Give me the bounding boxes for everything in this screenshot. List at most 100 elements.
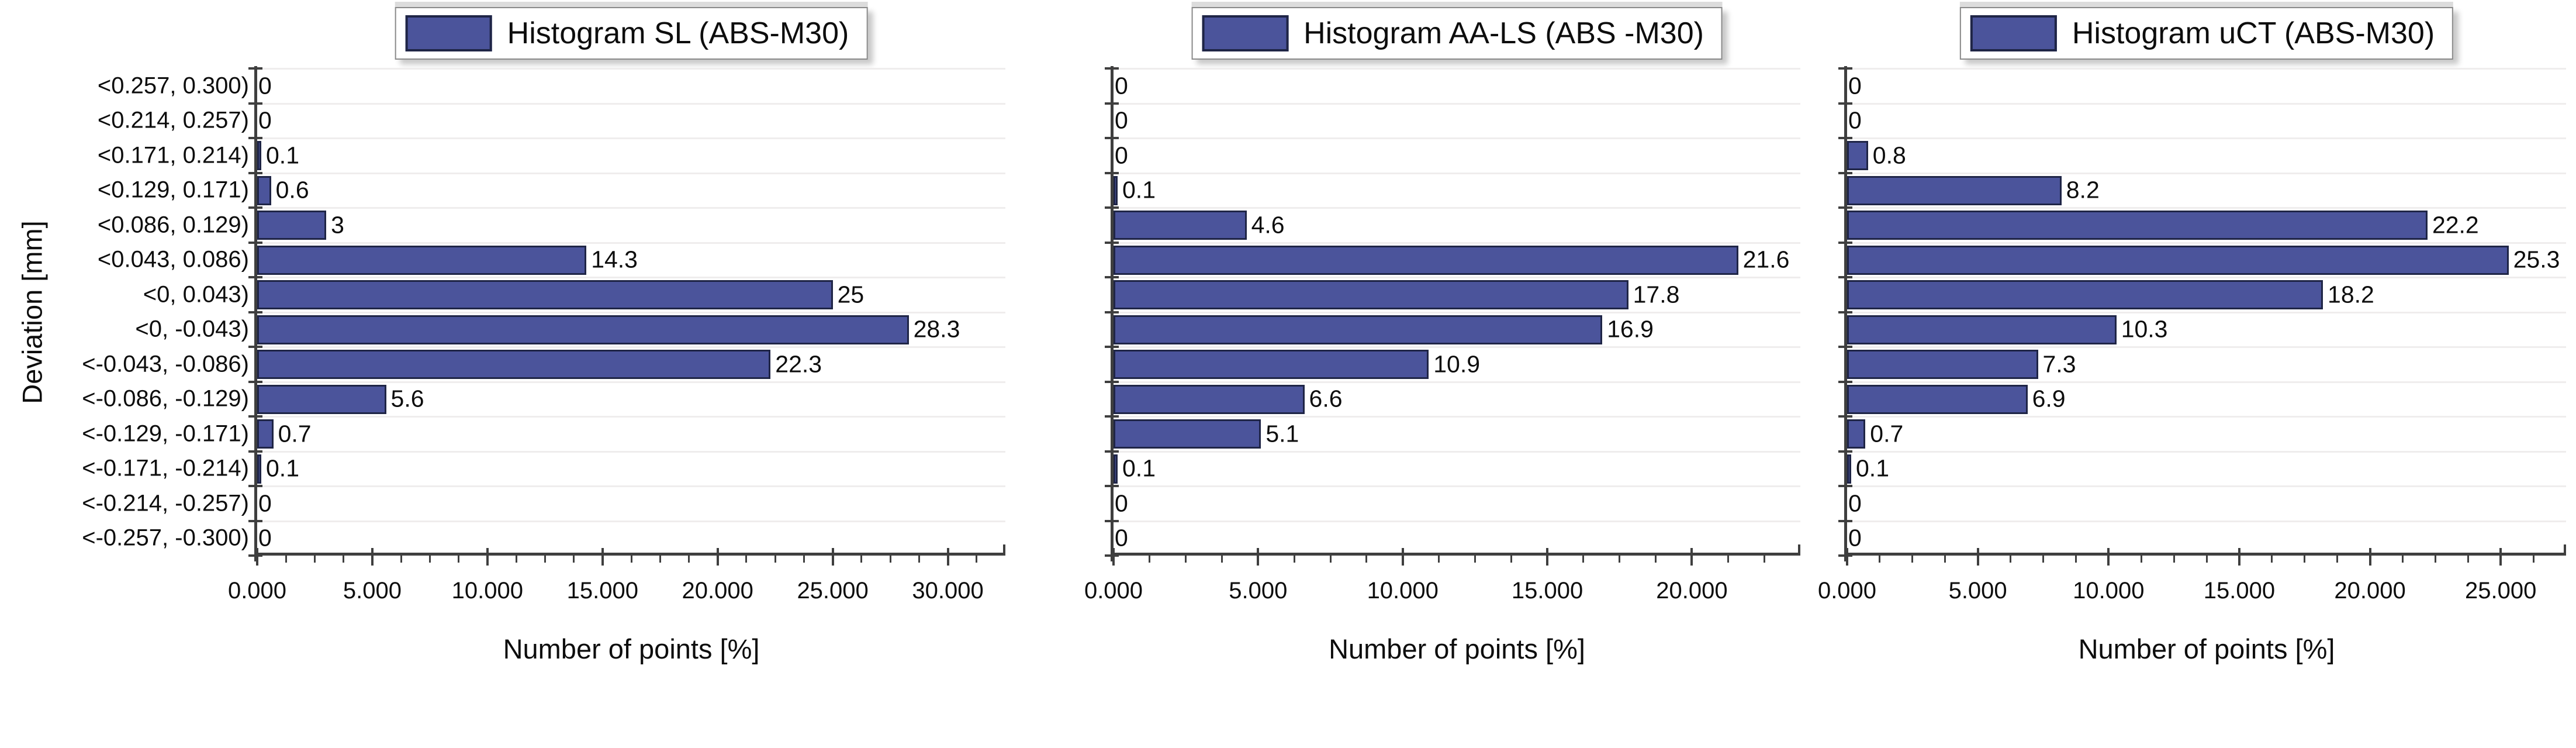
bar-value-label: 18.2 xyxy=(2328,281,2374,308)
y-axis-tick xyxy=(248,311,262,313)
bar-value-label: 25 xyxy=(837,281,865,308)
bar xyxy=(1114,315,1603,344)
bar-value-label: 0.1 xyxy=(266,454,299,482)
x-tick-label: 15.000 xyxy=(1511,578,1583,604)
category-label: <0.086, 0.129) xyxy=(97,212,249,238)
gridline xyxy=(1847,102,2566,105)
gridline xyxy=(1847,485,2566,487)
x-axis-minor-tick xyxy=(2401,553,2404,563)
gridline xyxy=(257,172,1005,174)
x-axis-major-tick xyxy=(2368,548,2371,566)
bar-value-label: 6.9 xyxy=(2032,385,2066,412)
gridline xyxy=(257,485,1005,487)
y-axis-tick xyxy=(248,206,262,209)
x-axis-minor-tick xyxy=(774,553,776,563)
x-axis-minor-tick xyxy=(2205,553,2208,563)
x-tick-label: 15.000 xyxy=(2203,578,2276,604)
y-axis-tick xyxy=(1105,311,1119,313)
bar xyxy=(1847,384,2028,414)
bar-value-label: 3 xyxy=(331,211,344,239)
x-tick-label: 15.000 xyxy=(566,578,638,604)
x-axis-minor-tick xyxy=(313,553,316,563)
category-label: <-0.257, -0.300) xyxy=(82,525,249,551)
x-axis-minor-tick xyxy=(1293,553,1295,563)
category-label: <0.171, 0.214) xyxy=(97,142,249,168)
bar xyxy=(257,454,261,484)
gridline xyxy=(1114,68,1800,70)
x-axis-major-tick xyxy=(1846,548,1848,566)
gridline xyxy=(1847,381,2566,383)
bar xyxy=(257,141,261,170)
x-axis-minor-tick xyxy=(745,553,748,563)
gridline xyxy=(257,346,1005,348)
y-axis-tick xyxy=(1838,137,1852,139)
x-axis-minor-tick xyxy=(428,553,431,563)
legend-label: Histogram SL (ABS-M30) xyxy=(507,16,849,50)
bar xyxy=(1114,175,1118,205)
x-axis-minor-tick xyxy=(2467,553,2469,563)
y-axis-tick xyxy=(248,450,262,453)
x-tick-label: 0.000 xyxy=(227,578,287,604)
gridline xyxy=(1114,172,1800,174)
y-axis-tick xyxy=(1838,67,1852,70)
y-axis-tick xyxy=(248,276,262,278)
gridline xyxy=(1114,416,1800,418)
y-axis-tick xyxy=(1838,554,1852,557)
x-axis-major-tick xyxy=(831,548,834,566)
legend-swatch-icon xyxy=(1970,15,2057,51)
bar xyxy=(257,384,386,414)
y-axis-line xyxy=(1111,66,1114,561)
y-axis-tick xyxy=(248,554,262,557)
bar xyxy=(257,175,271,205)
y-axis-tick xyxy=(1105,102,1119,105)
y-axis-tick xyxy=(1838,276,1852,278)
x-axis-major-tick xyxy=(1546,548,1549,566)
y-axis-tick xyxy=(1838,346,1852,348)
bar xyxy=(1847,419,1866,449)
bar-value-label: 0.1 xyxy=(1856,454,1889,482)
bar-value-label: 0 xyxy=(1848,106,1862,134)
gridline xyxy=(257,416,1005,418)
bar-value-label: 10.3 xyxy=(2121,315,2168,343)
bar xyxy=(1847,350,2038,379)
bar xyxy=(257,350,771,379)
gridline xyxy=(1114,277,1800,278)
y-axis-tick xyxy=(1105,346,1119,348)
x-axis-minor-tick xyxy=(2532,553,2534,563)
x-axis-major-tick xyxy=(2499,548,2502,566)
y-axis-tick xyxy=(1105,519,1119,522)
gridline xyxy=(257,450,1005,453)
gridline xyxy=(1114,381,1800,383)
x-axis-major-tick xyxy=(1401,548,1404,566)
gridline xyxy=(257,520,1005,522)
x-tick-label: 5.000 xyxy=(343,578,402,604)
bar xyxy=(1114,454,1118,484)
bar xyxy=(1847,211,2428,240)
x-tick-label: 25.000 xyxy=(2465,578,2537,604)
bar-value-label: 0.1 xyxy=(1122,176,1156,204)
x-axis-minor-tick xyxy=(2434,553,2436,563)
y-axis-tick xyxy=(248,519,262,522)
x-axis-minor-tick xyxy=(918,553,920,563)
x-axis-minor-tick xyxy=(1185,553,1187,563)
x-tick-label: 10.000 xyxy=(1367,578,1439,604)
x-axis-minor-tick xyxy=(659,553,661,563)
x-axis-major-tick xyxy=(716,548,719,566)
y-axis-tick xyxy=(1838,415,1852,418)
x-axis-major-tick xyxy=(371,548,374,566)
x-axis-minor-tick xyxy=(400,553,402,563)
plot-area-aals: 0 0 0 0.1 4.6 21.6 17.8 16.9 10.9 6.6 5.1 0.1 0 0 0.00… xyxy=(1084,66,1800,604)
x-tick-label: 20.000 xyxy=(2334,578,2406,604)
bar-value-label: 0 xyxy=(1115,72,1128,99)
x-axis-minor-tick xyxy=(2140,553,2142,563)
gridline xyxy=(257,242,1005,244)
gridline xyxy=(1847,450,2566,453)
y-axis-tick xyxy=(1105,206,1119,209)
gridline xyxy=(1847,242,2566,244)
x-axis-minor-tick xyxy=(1510,553,1512,563)
bar xyxy=(257,280,833,309)
plot-area-sl: 0 <0.257, 0.300) 0 <0.214, 0.257) 0.1 <0.171,… xyxy=(82,66,1005,604)
x-axis-minor-tick xyxy=(1582,553,1585,563)
legend-label: Histogram uCT (ABS-M30) xyxy=(2072,16,2435,50)
